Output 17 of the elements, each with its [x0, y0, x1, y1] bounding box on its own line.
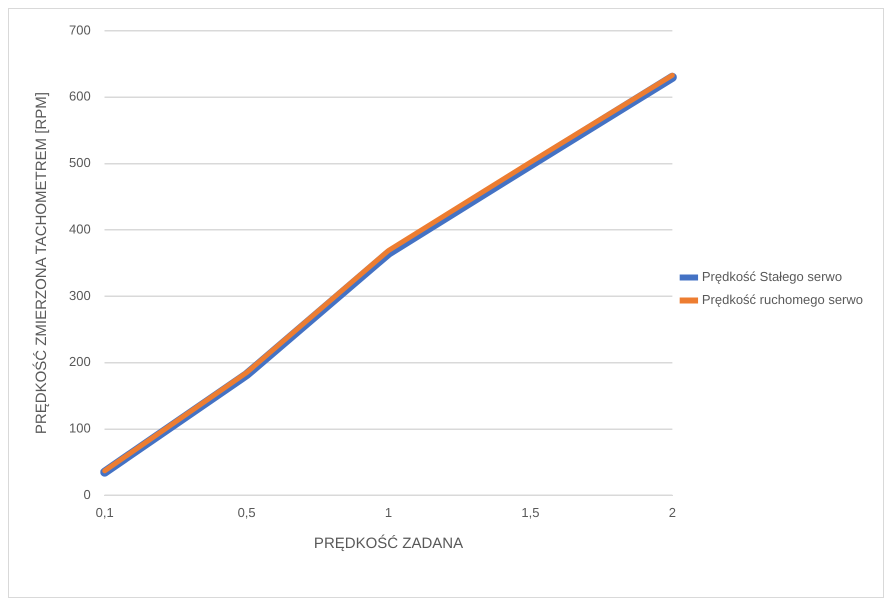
x-tick-label: 0,1 [96, 504, 114, 520]
legend-label: Prędkość Stałego serwo [702, 269, 842, 284]
x-tick-label: 0,5 [238, 504, 256, 520]
legend-label: Prędkość ruchomego serwo [702, 292, 864, 308]
x-axis-title: PRĘDKOŚĆ ZADANA [314, 534, 464, 552]
y-tick-label: 200 [68, 354, 91, 370]
y-tick-label: 300 [68, 288, 91, 303]
y-tick-label: 400 [68, 221, 91, 236]
y-axis-title: PRĘDKOŚĆ ZMIERZONA TACHOMETREM [RPM] [32, 92, 50, 434]
x-tick-label: 2 [668, 504, 676, 520]
y-tick-label: 100 [68, 420, 91, 436]
y-tick-label: 700 [68, 22, 91, 38]
x-tick-label: 1,5 [521, 504, 540, 520]
y-tick-label: 0 [83, 486, 91, 502]
y-tick-label: 500 [68, 155, 91, 170]
y-tick-label: 600 [68, 88, 91, 104]
x-tick-label: 1 [384, 504, 392, 520]
